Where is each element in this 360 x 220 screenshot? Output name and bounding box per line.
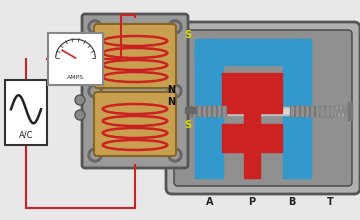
Bar xyxy=(301,106,303,116)
Bar xyxy=(212,106,216,116)
Circle shape xyxy=(91,23,99,31)
Bar xyxy=(183,106,185,116)
Bar xyxy=(198,106,200,116)
Bar xyxy=(291,106,293,116)
Bar xyxy=(315,106,319,116)
Bar xyxy=(203,106,205,116)
Bar xyxy=(195,55,223,125)
Bar xyxy=(348,102,352,120)
Circle shape xyxy=(171,151,179,159)
Bar xyxy=(222,124,282,152)
FancyBboxPatch shape xyxy=(82,14,188,168)
FancyBboxPatch shape xyxy=(174,30,352,186)
Circle shape xyxy=(91,87,99,95)
Bar xyxy=(320,106,324,116)
Text: A: A xyxy=(206,197,214,207)
Circle shape xyxy=(171,23,179,31)
Bar xyxy=(331,106,333,116)
Bar xyxy=(283,118,311,178)
Bar xyxy=(178,107,343,115)
Bar xyxy=(310,106,314,116)
Text: AMPS: AMPS xyxy=(67,75,84,79)
Circle shape xyxy=(88,84,102,98)
Text: N: N xyxy=(167,97,175,107)
Text: A/C: A/C xyxy=(19,130,33,139)
Bar xyxy=(316,106,318,116)
Bar xyxy=(187,106,191,116)
Circle shape xyxy=(168,84,182,98)
Text: B: B xyxy=(288,197,296,207)
Circle shape xyxy=(75,110,85,120)
Text: P: P xyxy=(248,197,256,207)
Bar xyxy=(202,106,206,116)
Bar xyxy=(300,106,304,116)
Bar xyxy=(330,106,334,116)
Circle shape xyxy=(88,20,102,34)
Bar xyxy=(195,39,311,65)
Bar xyxy=(185,107,195,113)
Bar xyxy=(223,106,225,116)
Bar xyxy=(192,106,196,116)
Bar xyxy=(321,106,323,116)
Bar xyxy=(244,150,260,178)
Bar xyxy=(217,106,221,116)
Bar xyxy=(325,106,329,116)
Bar xyxy=(311,106,313,116)
FancyBboxPatch shape xyxy=(94,92,176,156)
Circle shape xyxy=(168,148,182,162)
Bar xyxy=(213,106,215,116)
Circle shape xyxy=(91,151,99,159)
FancyBboxPatch shape xyxy=(94,24,176,88)
Ellipse shape xyxy=(283,39,311,65)
Bar xyxy=(305,106,309,116)
Bar xyxy=(306,106,308,116)
Bar xyxy=(283,55,311,125)
Bar xyxy=(222,106,226,116)
Bar xyxy=(222,73,282,113)
Circle shape xyxy=(168,20,182,34)
Bar xyxy=(182,106,186,116)
Circle shape xyxy=(171,87,179,95)
Bar xyxy=(296,106,298,116)
Bar xyxy=(193,106,195,116)
Text: T: T xyxy=(327,197,333,207)
Bar xyxy=(295,106,299,116)
Bar xyxy=(208,106,210,116)
Bar xyxy=(326,106,328,116)
Circle shape xyxy=(75,95,85,105)
Text: S: S xyxy=(184,30,192,40)
Bar xyxy=(197,106,201,116)
Ellipse shape xyxy=(195,39,223,65)
FancyBboxPatch shape xyxy=(166,22,360,194)
Bar xyxy=(5,80,47,145)
Bar xyxy=(218,106,220,116)
Bar xyxy=(290,106,294,116)
Circle shape xyxy=(88,148,102,162)
Bar xyxy=(244,112,260,124)
Bar xyxy=(195,118,223,178)
Bar xyxy=(188,106,190,116)
Bar xyxy=(207,106,211,116)
Text: S: S xyxy=(184,120,192,130)
Bar xyxy=(178,109,343,113)
Text: N: N xyxy=(167,85,175,95)
Bar xyxy=(48,33,103,85)
